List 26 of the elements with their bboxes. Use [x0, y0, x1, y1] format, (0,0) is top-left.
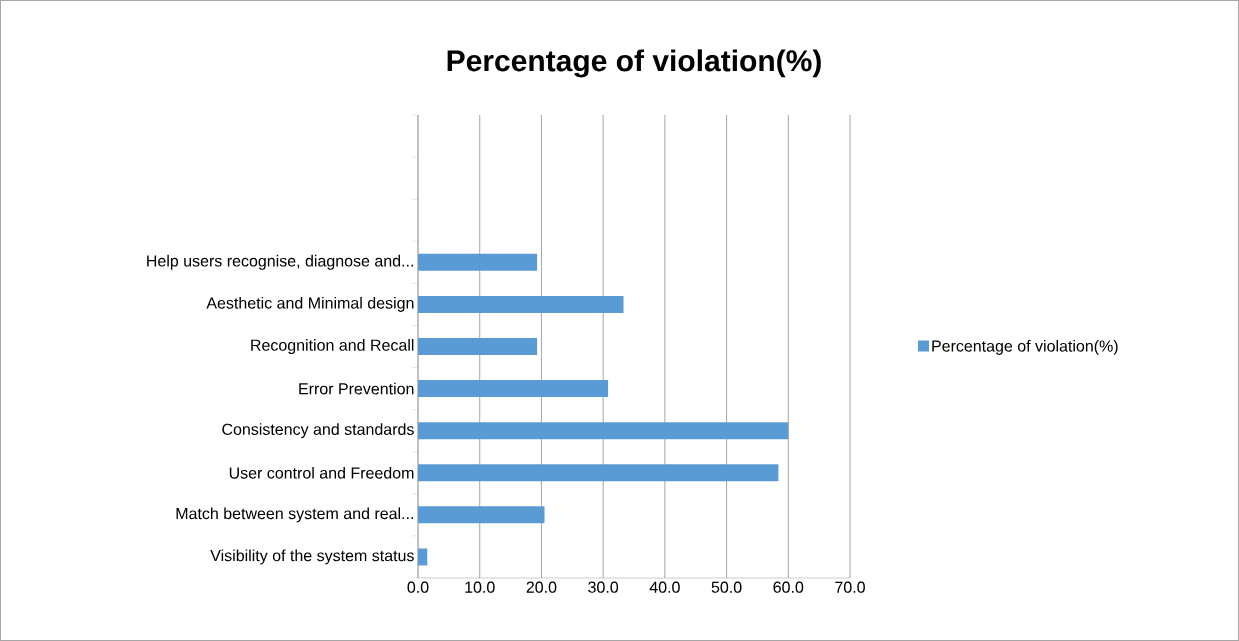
x-tick-label: 50.0 [711, 581, 742, 593]
legend-label: Percentage of violation(%) [932, 339, 1118, 355]
bar [418, 548, 428, 566]
y-tick-label: Help users recognise, diagnose and... [147, 254, 413, 270]
y-tick-label: Error Prevention [299, 382, 414, 395]
bar [418, 338, 538, 355]
chart-title: Percentage of violation(%) [447, 49, 821, 78]
bar [418, 295, 624, 313]
y-tick-label: Consistency and standards [222, 423, 414, 439]
x-tick-label: 70.0 [835, 581, 865, 593]
x-tick-label: 40.0 [649, 581, 680, 593]
y-tick-label: Visibility of the system status [210, 549, 414, 565]
bar [418, 380, 609, 398]
bar [418, 506, 545, 524]
bar [418, 422, 789, 440]
bar [418, 253, 538, 271]
bar [418, 464, 779, 482]
x-tick-label: 60.0 [773, 581, 804, 593]
x-tick-label: 10.0 [465, 581, 495, 593]
x-tick-label: 30.0 [588, 581, 619, 593]
y-tick-label: Match between system and real... [176, 507, 413, 523]
x-tick-label: 0.0 [407, 581, 429, 593]
y-tick-label: Aesthetic and Minimal design [206, 296, 414, 312]
y-tick-label: Recognition and Recall [251, 339, 414, 354]
y-tick-label: User control and Freedom [229, 466, 414, 479]
x-tick-label: 20.0 [526, 581, 557, 593]
